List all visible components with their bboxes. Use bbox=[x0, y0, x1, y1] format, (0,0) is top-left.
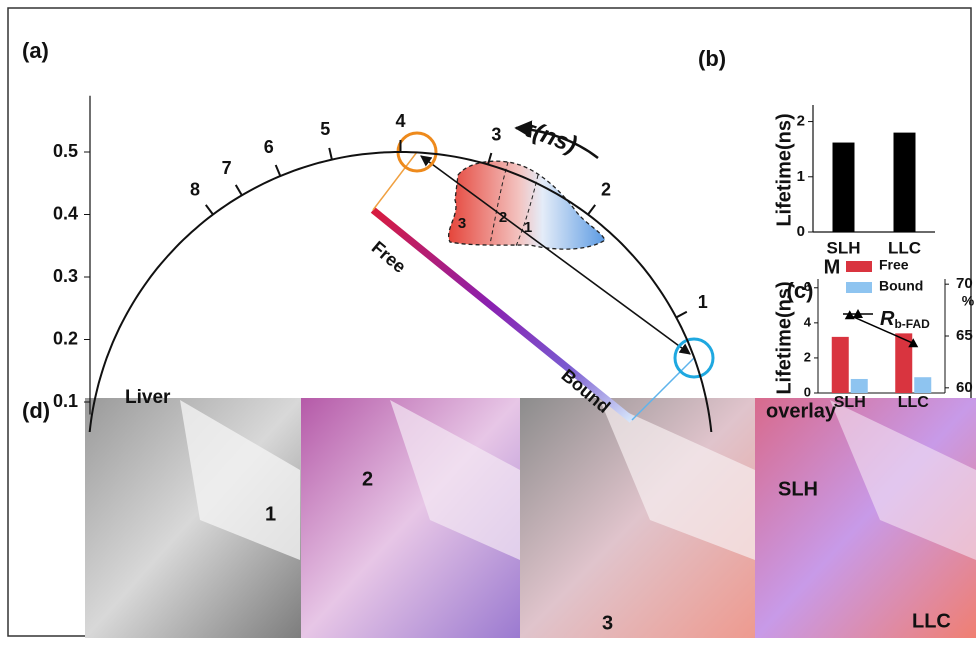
panel-label: (a) bbox=[22, 38, 49, 63]
lifetime-tick-label: 5 bbox=[320, 119, 330, 139]
lifetime-tick-label: 3 bbox=[491, 124, 501, 144]
y2-tick-label: 70 bbox=[956, 275, 973, 292]
panel-label: (d) bbox=[22, 398, 50, 423]
x-tick-label: LLC bbox=[888, 238, 921, 257]
lifetime-tick bbox=[205, 204, 214, 216]
x-tick-label: SLH bbox=[827, 238, 861, 257]
bar bbox=[893, 132, 916, 232]
bar bbox=[832, 142, 855, 232]
lifetime-tick bbox=[328, 147, 333, 160]
y-axis-label: Lifetime(ns) bbox=[773, 281, 795, 394]
panel-label: (c) bbox=[787, 278, 814, 303]
y-tick-label: 2 bbox=[797, 113, 805, 130]
legend-label-main: R bbox=[880, 308, 895, 330]
lifetime-label: τ(ns) bbox=[520, 115, 580, 159]
legend-label-sub: b-FAD bbox=[894, 317, 930, 331]
image-label: overlay bbox=[766, 400, 837, 422]
y2-tick-label: 60 bbox=[956, 379, 973, 396]
image-label: 2 bbox=[362, 468, 373, 490]
lifetime-tick-label: 2 bbox=[601, 179, 611, 199]
bound-circle bbox=[673, 337, 715, 379]
image-feature bbox=[600, 400, 755, 560]
region-label: 3 bbox=[458, 215, 466, 232]
bar bbox=[831, 336, 849, 393]
y-tick-label: 0.4 bbox=[53, 203, 78, 223]
image-tag: SLH bbox=[778, 478, 818, 500]
corner-label: M bbox=[824, 256, 841, 278]
y-tick-label: 0.3 bbox=[53, 266, 78, 286]
lifetime-tick-label: 4 bbox=[395, 111, 405, 131]
y-tick-label: 6 bbox=[804, 279, 811, 294]
bound-connector bbox=[631, 357, 695, 421]
y-tick-label: 2 bbox=[804, 349, 811, 364]
legend-label: Rb-FAD bbox=[880, 308, 930, 331]
y-tick-label: 0.5 bbox=[53, 141, 78, 161]
panel-d-images bbox=[85, 398, 976, 638]
y-tick-label: 1 bbox=[797, 168, 805, 185]
legend-marker bbox=[853, 309, 863, 318]
image-tag: LLC bbox=[912, 610, 951, 632]
y-tick-label: 4 bbox=[804, 314, 812, 329]
lifetime-tick bbox=[587, 204, 597, 216]
x-tick-label: SLH bbox=[834, 394, 866, 411]
line-series bbox=[849, 314, 914, 344]
image-label: 3 bbox=[602, 612, 613, 634]
y-tick-label: 0 bbox=[797, 223, 805, 240]
lifetime-tick-label: 1 bbox=[698, 292, 708, 312]
bar bbox=[914, 377, 932, 393]
image-feature bbox=[180, 400, 300, 560]
bar bbox=[895, 333, 913, 393]
lifetime-tick bbox=[234, 184, 243, 196]
lifetime-tick-label: 8 bbox=[190, 179, 200, 199]
lifetime-tick bbox=[487, 152, 493, 165]
bar bbox=[850, 378, 868, 393]
lifetime-tick-label: 7 bbox=[222, 158, 232, 178]
lifetime-tick-label: 6 bbox=[264, 137, 274, 157]
region-label: 2 bbox=[499, 209, 507, 226]
image-feature bbox=[830, 400, 976, 560]
y2-axis-label: % bbox=[962, 293, 975, 309]
x-tick-label: LLC bbox=[898, 394, 930, 411]
lifetime-direction-arrow bbox=[514, 120, 599, 159]
lifetime-tick bbox=[274, 164, 282, 177]
trajectory-arrow bbox=[420, 155, 691, 355]
lifetime-tick bbox=[675, 310, 688, 319]
free-connector bbox=[372, 151, 418, 211]
free-label: Free bbox=[368, 237, 410, 277]
panel-label: (b) bbox=[698, 46, 726, 71]
legend-swatch bbox=[846, 261, 872, 272]
y-tick-label: 0.1 bbox=[53, 391, 78, 411]
tissue-label: Liver bbox=[125, 387, 171, 408]
y-tick-label: 0.2 bbox=[53, 328, 78, 348]
region-label: 1 bbox=[524, 219, 532, 236]
y-axis-label: Lifetime(ns) bbox=[773, 113, 795, 226]
phasor-decor bbox=[370, 120, 715, 423]
image-feature bbox=[390, 400, 520, 560]
y-tick-label: 0 bbox=[804, 384, 811, 399]
image-label: 1 bbox=[265, 503, 276, 525]
y2-tick-label: 65 bbox=[956, 327, 973, 344]
legend-label: Bound bbox=[879, 278, 923, 294]
legend-label: Free bbox=[879, 257, 909, 273]
legend-swatch bbox=[846, 282, 872, 293]
